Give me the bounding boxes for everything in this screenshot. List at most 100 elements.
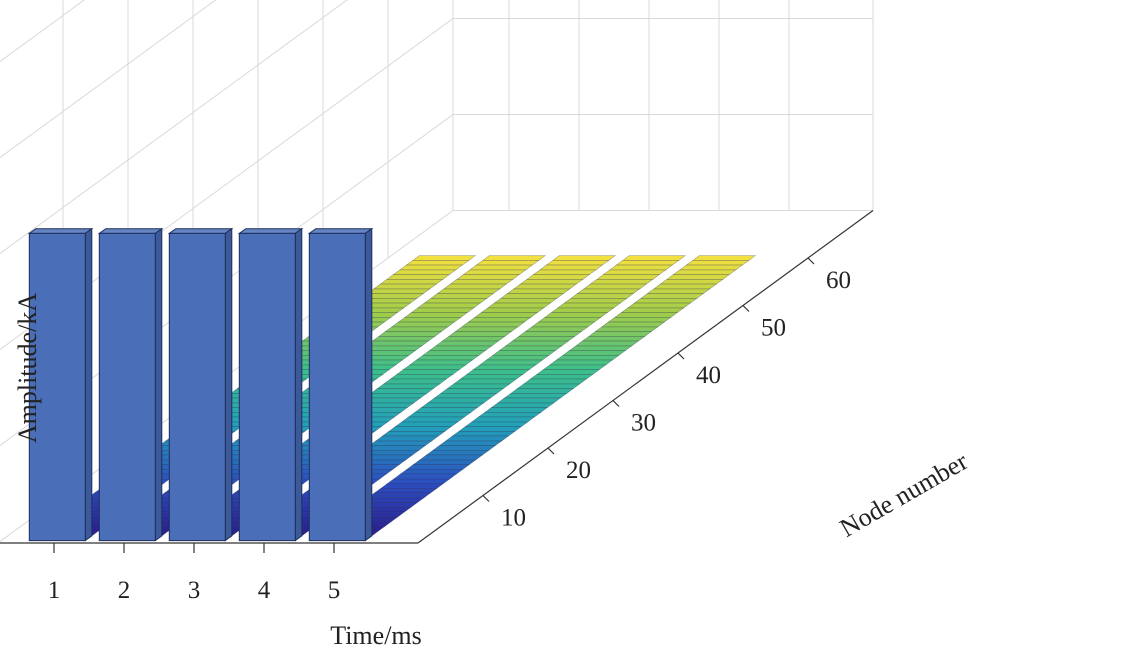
grid-line [0,0,217,159]
grid-line [0,0,348,255]
floor-cell [503,393,568,399]
floor-cell [498,345,563,351]
floor-cell [490,402,555,408]
floor-cell [373,488,438,494]
floor-cell [659,279,724,285]
floor-cell [545,260,610,266]
floor-cell [581,336,646,342]
y-tick [482,495,490,502]
floor-cell [574,340,640,347]
floor-cell [379,279,444,285]
floor-cell [451,431,516,437]
floor-cell [464,421,529,427]
floor-cell [473,312,539,318]
bar-front [98,232,156,542]
floor-cell [468,264,534,271]
floor-cell [394,421,459,427]
floor-cell [496,397,562,404]
floor-cell [491,350,557,356]
floor-cell [413,407,479,413]
floor-cell [639,293,705,299]
floor-cell [556,302,622,309]
floor-cell [363,393,428,399]
y-tick-label: 20 [566,457,591,484]
floor-cell [405,260,470,266]
y-tick-label: 50 [761,315,786,342]
floor-cell [436,288,501,294]
floor-cell [454,326,519,332]
floor-cell [379,483,445,489]
bar-top [237,228,304,234]
floor-cell [446,383,511,389]
floor-cell [428,345,493,351]
floor-cell [576,288,641,294]
floor-cell [438,440,503,446]
floor-cell [364,340,430,347]
floor-cell [529,374,594,380]
y-tick [547,447,555,455]
floor-cell [477,412,542,418]
floor-cell [457,426,523,432]
bar-front [28,232,86,542]
floor-cell [530,321,596,328]
floor-cell [447,331,513,337]
floor-cell [665,274,731,280]
bar-top [97,228,164,234]
floor-cell [442,283,508,290]
y-axis-label: Node number [835,446,973,542]
floor-cell [608,264,674,271]
bar-side [364,227,373,542]
floor-cell [434,340,500,347]
bar-t1 [27,227,94,542]
floor-cell [550,307,615,313]
bar-side [154,227,163,542]
floor-cell [620,307,685,313]
y-tick [677,352,685,360]
floor-cell [678,264,744,271]
floor-cell [444,435,510,442]
floor-cell [425,450,490,456]
x-tick-label: 1 [48,577,61,604]
floor-cell [509,388,575,394]
floor-cell [470,416,536,423]
floor-cell [420,402,485,408]
floor-cell [415,355,480,361]
x-axis-label: Time/ms [330,621,422,650]
bar-t5 [307,227,374,542]
y-axis-line [417,210,874,544]
floor-cell [522,378,588,385]
floor-cell [516,383,581,389]
floor-cell [462,269,527,275]
floor-cell [423,298,488,304]
floor-cell [392,269,457,275]
floor-cell [555,355,620,361]
floor-cell [369,388,435,394]
floor-cell [381,431,446,437]
floor-cell [392,473,458,480]
floor-cell [538,264,604,271]
floor-cell [478,359,544,366]
bar-side [294,227,303,542]
floor-cell [499,293,565,299]
floor-cell [595,274,661,280]
floor-cell [431,445,497,451]
bars [27,227,374,542]
floor-cell [416,302,482,309]
floor-cell [366,288,431,294]
floor-cell [411,255,477,261]
floor-cell [465,369,531,375]
floor-cell [535,369,601,375]
floor-cell [587,331,653,337]
x-tick-label: 4 [258,577,271,604]
floor-cell [460,321,526,328]
floor-cell [652,283,718,290]
floor-cell [615,260,680,266]
floor-cell [418,454,484,461]
bar-t2 [97,227,164,542]
bar-top [167,228,234,234]
floor-cell [517,331,583,337]
floor-cell [372,283,438,290]
floor-cell [569,293,635,299]
bar-front [168,232,226,542]
floor-cell [382,378,448,385]
